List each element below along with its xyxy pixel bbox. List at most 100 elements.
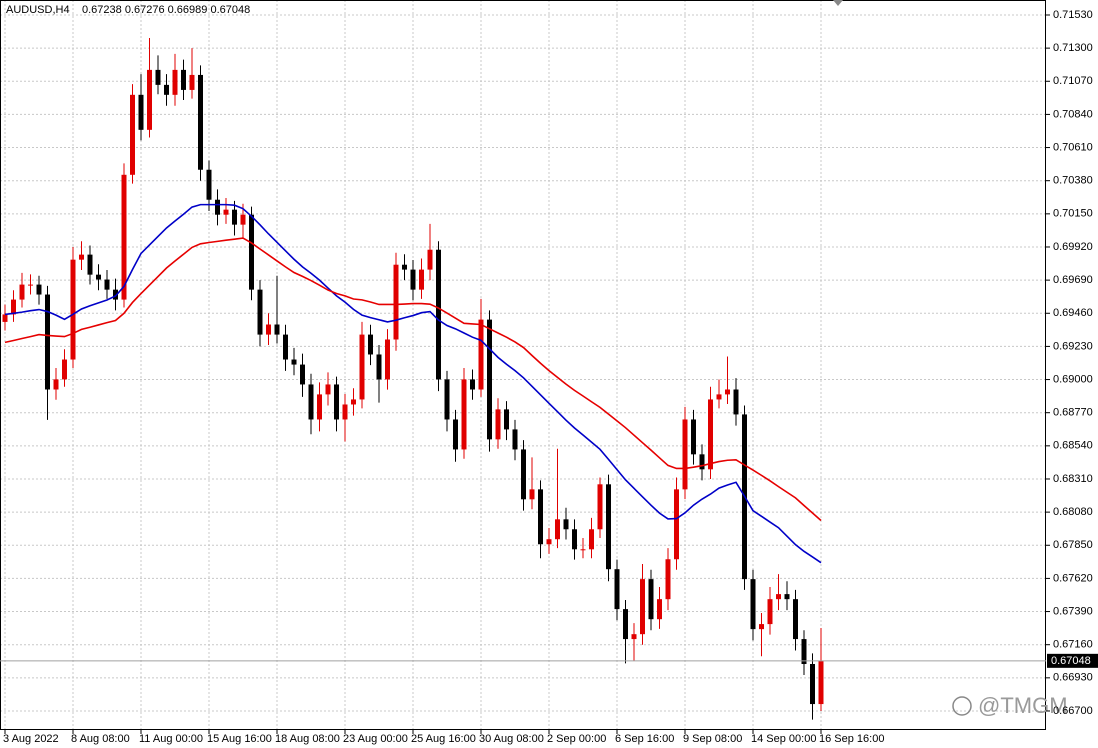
candle-body: [521, 449, 526, 500]
candle-body: [589, 529, 594, 550]
x-tick-label: 16 Sep 16:00: [819, 733, 884, 745]
y-tick-label: 0.69920: [1053, 241, 1093, 253]
candle-body: [572, 529, 577, 550]
current-price-box: [1047, 653, 1098, 668]
candle-body: [223, 209, 229, 215]
candle-body: [461, 379, 467, 450]
plot-frame: [0, 0, 1046, 730]
chart-subtitle: 0.67238 0.67276 0.66989 0.67048: [82, 4, 250, 16]
candle-body: [453, 419, 458, 450]
y-tick-label: 0.71070: [1053, 75, 1093, 87]
y-tick-label: 0.67620: [1053, 572, 1093, 584]
candle-body: [529, 489, 535, 500]
y-tick-label: 0.71530: [1053, 9, 1093, 21]
candle-body: [62, 359, 67, 380]
y-tick-label: 0.69230: [1053, 340, 1093, 352]
candle-body: [623, 609, 628, 640]
candle-body: [274, 324, 280, 335]
y-tick-label: 0.66700: [1053, 705, 1093, 717]
candle-body: [325, 384, 331, 395]
candle-body: [96, 274, 101, 280]
candle-body: [376, 354, 382, 380]
candle-body: [215, 199, 220, 215]
x-tick-label: 18 Aug 08:00: [275, 733, 340, 745]
candle-body: [427, 249, 433, 270]
y-tick-label: 0.70840: [1053, 108, 1093, 120]
candle-body: [28, 284, 33, 286]
candle-body: [750, 579, 756, 630]
candle-body: [283, 334, 288, 360]
y-tick-label: 0.68770: [1053, 407, 1093, 419]
candle-body: [198, 74, 203, 170]
candle-body: [555, 519, 560, 540]
y-tick-label: 0.70150: [1053, 208, 1093, 220]
candle-body: [606, 484, 611, 570]
candle-body: [155, 69, 161, 85]
candle-body: [393, 264, 399, 340]
candle-body: [784, 594, 790, 600]
candle-body: [359, 334, 365, 400]
candle-body: [767, 599, 773, 625]
x-tick-label: 15 Aug 16:00: [207, 733, 272, 745]
y-tick-label: 0.68310: [1053, 473, 1093, 485]
candle-body: [308, 384, 314, 420]
candle-body: [164, 84, 169, 95]
candle-body: [36, 284, 42, 295]
candle-body: [631, 634, 637, 640]
candle-body: [733, 389, 739, 415]
candle-body: [759, 624, 764, 630]
x-tick-label: 30 Aug 08:00: [479, 733, 544, 745]
candle-body: [342, 404, 348, 420]
candle-body: [665, 559, 671, 600]
candle-body: [708, 399, 713, 470]
chart-title: AUDUSD,H4: [6, 4, 70, 16]
candle-body: [810, 664, 815, 705]
candle-body: [495, 409, 501, 440]
candle-body: [257, 289, 263, 335]
candle-body: [801, 639, 807, 665]
watermark-group: @TMGM: [952, 693, 1068, 718]
candle-body: [563, 519, 569, 530]
current-price-label: 0.67048: [1051, 655, 1091, 667]
x-tick-label: 3 Aug 2022: [3, 733, 59, 745]
candle-body: [818, 660, 824, 705]
candle-body: [79, 254, 84, 260]
candle-body: [385, 339, 390, 380]
y-tick-label: 0.67390: [1053, 605, 1093, 617]
y-tick-label: 0.67850: [1053, 539, 1093, 551]
candle-body: [512, 429, 518, 450]
y-tick-label: 0.70380: [1053, 175, 1093, 187]
x-tick-label: 25 Aug 16:00: [411, 733, 476, 745]
x-tick-label: 23 Aug 00:00: [343, 733, 408, 745]
candle-body: [300, 364, 305, 385]
candle-body: [436, 249, 441, 380]
y-tick-label: 0.71300: [1053, 42, 1093, 54]
x-tick-label: 6 Sep 16:00: [615, 733, 674, 745]
candle-body: [410, 269, 416, 290]
y-tick-label: 0.66930: [1053, 672, 1093, 684]
candle-body: [657, 599, 662, 620]
candle-body: [11, 299, 16, 315]
shift-marker: [833, 0, 843, 6]
candle-body: [648, 579, 654, 620]
y-tick-label: 0.67160: [1053, 639, 1093, 651]
candle-body: [45, 294, 50, 390]
candle-body: [478, 319, 484, 390]
candle-body: [470, 379, 475, 390]
x-tick-label: 11 Aug 00:00: [139, 733, 203, 745]
candle-body: [699, 454, 705, 470]
candle-body: [181, 69, 186, 90]
watermark: @TMGM: [978, 693, 1068, 718]
candle-body: [266, 324, 271, 335]
y-tick-label: 0.69000: [1053, 373, 1093, 385]
candle-body: [580, 549, 586, 551]
candle-body: [240, 214, 246, 225]
candle-body: [53, 379, 59, 390]
candle-body: [419, 269, 424, 290]
y-tick-label: 0.70610: [1053, 141, 1093, 153]
candle-body: [138, 94, 144, 130]
candle-body: [206, 169, 212, 200]
candle-body: [249, 214, 254, 290]
